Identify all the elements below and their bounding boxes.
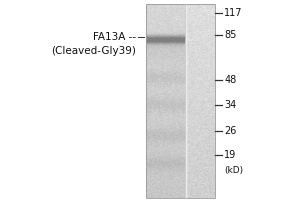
Bar: [146, 4, 214, 198]
Text: 19: 19: [224, 150, 236, 160]
Text: (kD): (kD): [224, 166, 243, 176]
Text: (Cleaved-Gly39): (Cleaved-Gly39): [52, 46, 136, 56]
Text: 26: 26: [224, 126, 236, 136]
Text: FA13A --: FA13A --: [93, 32, 136, 42]
Text: 117: 117: [224, 8, 243, 18]
Text: 34: 34: [224, 100, 236, 110]
Text: 85: 85: [224, 30, 236, 40]
Text: 48: 48: [224, 75, 236, 85]
